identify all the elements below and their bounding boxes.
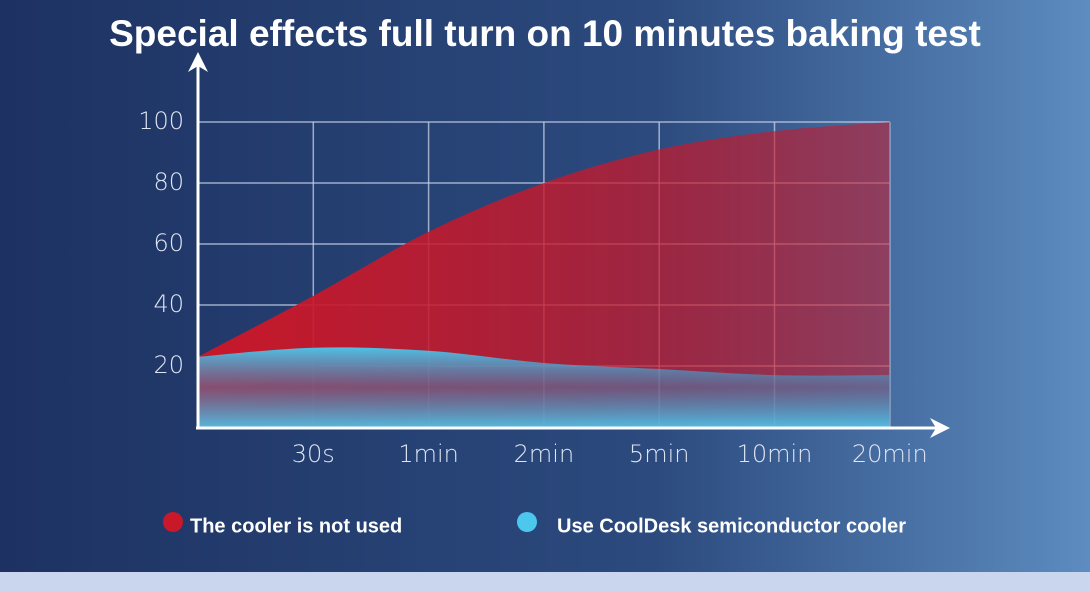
y-tick-label: 40 [153, 290, 184, 318]
x-tick-label: 5min [629, 440, 690, 468]
x-tick-label: 1min [398, 440, 459, 468]
y-axis-arrow [188, 52, 208, 72]
legend-label: Use CoolDesk semiconductor cooler [557, 515, 906, 537]
legend-label: The cooler is not used [190, 515, 402, 537]
y-tick-label: 80 [153, 168, 184, 196]
legend-marker [517, 512, 537, 532]
x-axis-arrow [930, 418, 950, 438]
plot: 20 40 60 80 100 30s 1min 2min 5min 10min 20min [138, 107, 928, 468]
x-tick-label: 2min [514, 440, 575, 468]
legend-marker [163, 512, 183, 532]
y-tick-label: 100 [138, 107, 184, 135]
x-tick-label: 10min [737, 440, 813, 468]
x-tick-label: 20min [852, 440, 928, 468]
chart-title: Special effects full turn on 10 minutes … [109, 13, 981, 54]
x-tick-label: 30s [292, 440, 335, 468]
area [198, 347, 890, 427]
y-tick-label: 20 [153, 351, 184, 379]
y-tick-label: 60 [153, 229, 184, 257]
